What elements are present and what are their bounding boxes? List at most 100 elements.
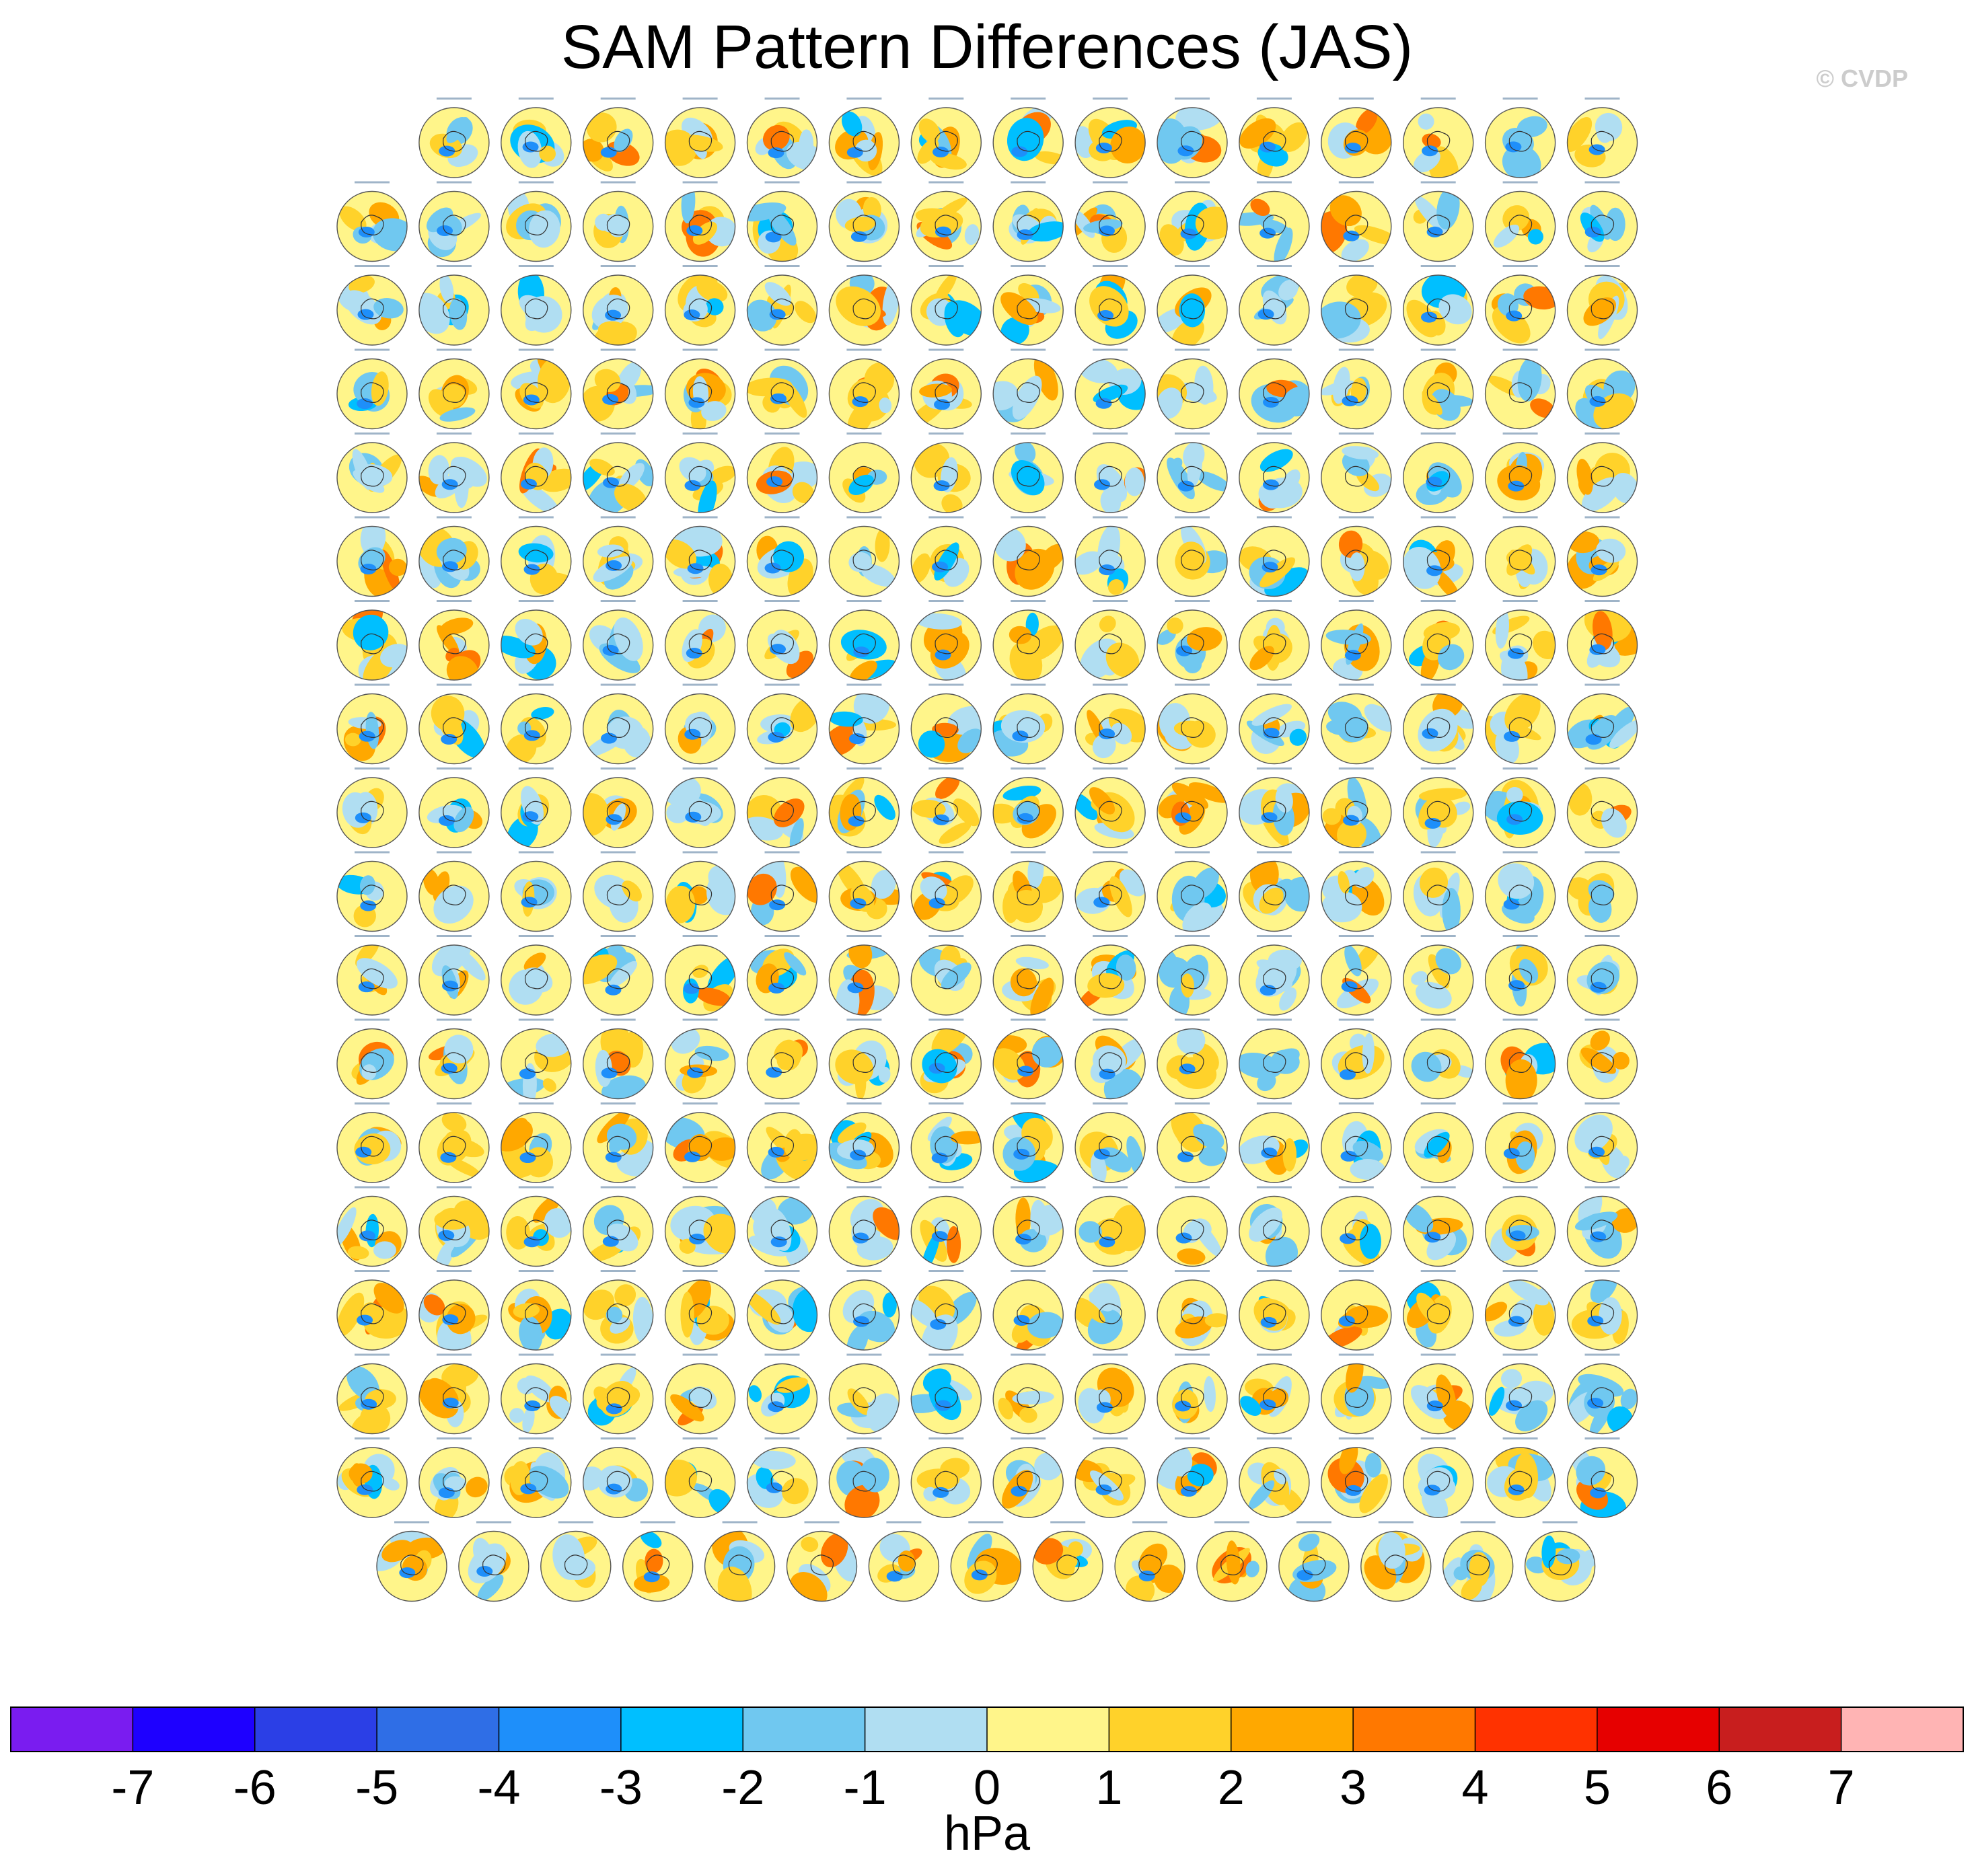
map-panel (704, 1521, 776, 1602)
panel-caption (1011, 433, 1046, 435)
map-panel (1157, 1353, 1228, 1435)
map-panel (501, 767, 572, 848)
colorbar-tick-label: -5 (355, 1761, 398, 1815)
panel-caption (1256, 1186, 1292, 1189)
map-panel (992, 767, 1064, 848)
map-panel (336, 265, 408, 346)
panel-caption (846, 683, 882, 686)
panel-caption (1584, 265, 1620, 267)
map-panel (501, 433, 572, 513)
map-panel (828, 1270, 900, 1351)
panel-caption (600, 181, 636, 184)
map-panel (746, 683, 818, 765)
panel-caption (846, 1018, 882, 1021)
panel-caption (1175, 265, 1210, 267)
colorbar-swatch (1231, 1707, 1354, 1752)
map-panel (828, 516, 900, 597)
map-panel (1321, 1102, 1392, 1183)
map-panel (786, 1521, 858, 1602)
panel-caption (1050, 1521, 1086, 1524)
panel-caption (476, 1521, 511, 1524)
panel-caption (1256, 600, 1292, 602)
map-panel (950, 1521, 1022, 1602)
panel-caption (1011, 683, 1046, 686)
panel-caption (518, 348, 554, 351)
panel-caption (600, 433, 636, 435)
panel-caption (1584, 1437, 1620, 1439)
panel-caption (846, 181, 882, 184)
panel-caption (1011, 767, 1046, 770)
map-panel (1442, 1521, 1514, 1602)
map-panel (1566, 1353, 1638, 1435)
map-panel (910, 433, 982, 513)
panel-caption (682, 1353, 718, 1356)
panel-caption (928, 767, 964, 770)
panel-caption (1093, 935, 1128, 937)
map-panel (910, 348, 982, 430)
map-panel (1074, 265, 1146, 346)
map-panel (746, 348, 818, 430)
panel-caption (355, 1437, 390, 1439)
panel-caption (682, 433, 718, 435)
panel-caption (682, 98, 718, 100)
panel-caption (846, 98, 882, 100)
panel-caption (928, 683, 964, 686)
panel-caption (1011, 1186, 1046, 1189)
panel-caption (518, 181, 554, 184)
panel-caption (436, 600, 472, 602)
panel-caption (1502, 1437, 1538, 1439)
panel-caption (558, 1521, 593, 1524)
panel-caption (1502, 683, 1538, 686)
panel-caption (846, 1437, 882, 1439)
panel-caption (1420, 935, 1456, 937)
colorbar-tick-label: -1 (844, 1761, 887, 1815)
panel-caption (600, 1270, 636, 1272)
panel-caption (1256, 98, 1292, 100)
panel-caption (1093, 1018, 1128, 1021)
map-panel (336, 683, 408, 765)
panel-caption (1175, 1437, 1210, 1439)
map-panel (336, 1353, 408, 1435)
map-panel (746, 516, 818, 597)
panel-caption (1502, 600, 1538, 602)
panel-caption (682, 348, 718, 351)
panel-caption (355, 1018, 390, 1021)
map-panel (418, 1186, 490, 1267)
panel-caption (1175, 851, 1210, 854)
panel-caption (1502, 265, 1538, 267)
panel-caption (1420, 1437, 1456, 1439)
panel-caption (1093, 600, 1128, 602)
map-panel (418, 851, 490, 932)
panel-caption (1420, 1018, 1456, 1021)
map-panel (336, 1102, 408, 1183)
map-panel (664, 98, 736, 178)
panel-caption (518, 767, 554, 770)
panel-caption (600, 600, 636, 602)
panel-caption (682, 516, 718, 519)
map-panel (1524, 1521, 1596, 1602)
map-panel (1566, 1186, 1638, 1267)
panel-caption (1093, 348, 1128, 351)
panel-caption (518, 1353, 554, 1356)
map-panel (1484, 1353, 1556, 1435)
panel-caption (1011, 1437, 1046, 1439)
map-panel (1402, 181, 1474, 262)
map-panel (336, 433, 408, 513)
panel-caption (928, 433, 964, 435)
map-panel (1566, 1270, 1638, 1351)
panel-caption (355, 1270, 390, 1272)
map-panel (418, 98, 490, 178)
panel-caption (1093, 181, 1128, 184)
panel-caption (355, 767, 390, 770)
panel-caption (764, 600, 800, 602)
map-panel (992, 1353, 1064, 1435)
panel-caption (1093, 98, 1128, 100)
panel-caption (1132, 1521, 1168, 1524)
panel-caption (600, 1437, 636, 1439)
map-panel (1239, 1270, 1310, 1351)
panel-caption (1175, 516, 1210, 519)
panel-caption (518, 1270, 554, 1272)
map-panel (458, 1521, 529, 1602)
panel-caption (1256, 1270, 1292, 1272)
map-panel (1114, 1521, 1185, 1602)
